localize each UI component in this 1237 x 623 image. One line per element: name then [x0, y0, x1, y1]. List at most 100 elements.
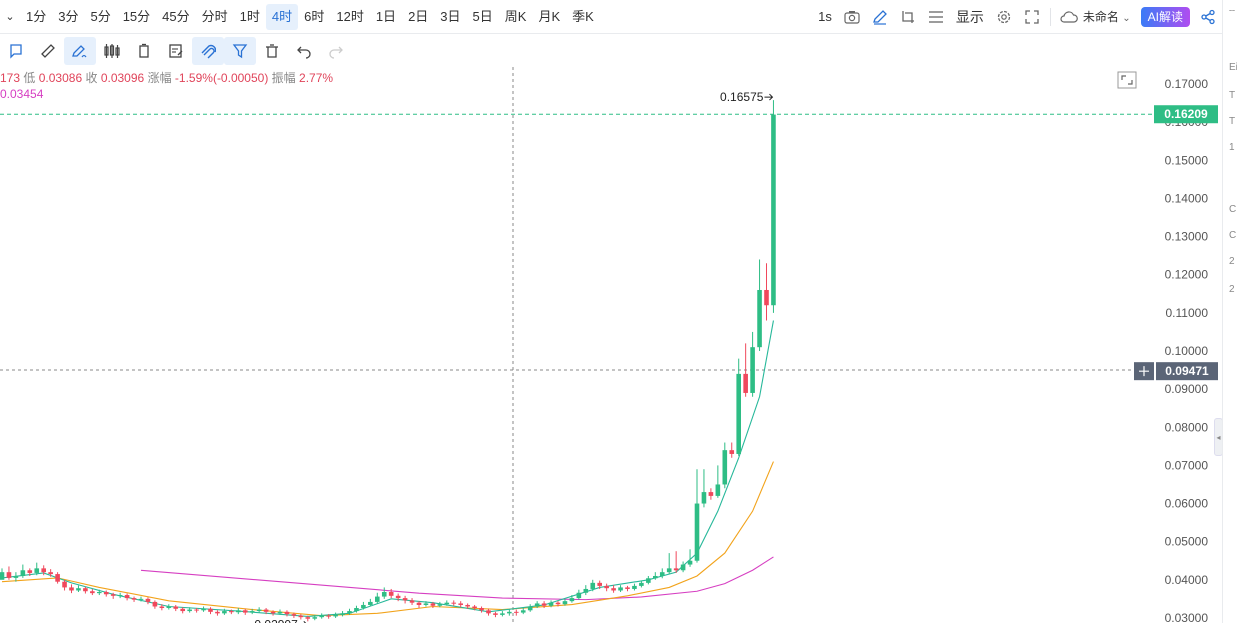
candle	[479, 606, 484, 613]
interval-button[interactable]: 2日	[408, 8, 429, 24]
candle	[562, 598, 568, 606]
interval-list: 1分 3分 5分 15分 45分 分时 1时 4时 6时 12时 1日 2日 3日 5日 周K 月K 季K	[20, 3, 600, 30]
undo-icon[interactable]	[288, 37, 320, 65]
speed-button[interactable]: 1s	[818, 9, 832, 24]
panel-char: T	[1229, 90, 1236, 101]
candle	[687, 549, 693, 567]
clipboard-icon[interactable]	[128, 37, 160, 65]
interval-button[interactable]: 45分	[162, 8, 190, 24]
divider	[1049, 8, 1051, 26]
candle	[41, 565, 46, 576]
candle	[555, 601, 561, 607]
candle	[69, 584, 74, 594]
interval-button[interactable]: 月K	[538, 8, 561, 24]
layout-name: 未命名	[1082, 10, 1119, 24]
gear-icon[interactable]	[990, 4, 1018, 30]
candle	[333, 612, 338, 618]
redo-icon[interactable]	[320, 37, 352, 65]
interval-button[interactable]: 15分	[122, 8, 151, 24]
expand-icon[interactable]	[1117, 71, 1137, 89]
interval-button[interactable]: 1日	[375, 8, 397, 24]
candle	[236, 608, 241, 615]
interval-button[interactable]: 3分	[58, 8, 79, 24]
price-tick-label: 0.14000	[1165, 191, 1209, 205]
chart-labels: 0.16209 0.09471 0.16575 0.02907	[254, 90, 1218, 623]
layout-name-dropdown[interactable]: 未命名 ⌄	[1083, 4, 1137, 30]
measure-tool-icon[interactable]	[0, 37, 32, 65]
interval-button[interactable]: 周K	[504, 8, 527, 24]
draw-pen-icon[interactable]	[64, 36, 96, 65]
pen-icon[interactable]	[866, 4, 894, 30]
ohlc-legend: 173 低 0.03086 收 0.03096 涨幅 -1.59%(-0.000…	[0, 69, 333, 86]
cloud-icon[interactable]	[1055, 4, 1083, 30]
candle	[20, 564, 26, 578]
note-icon[interactable]	[160, 37, 192, 65]
share-icon[interactable]	[1194, 4, 1222, 30]
candle	[590, 579, 596, 592]
candle	[340, 611, 345, 617]
candle	[486, 608, 491, 616]
candle	[541, 601, 547, 609]
camera-icon[interactable]	[838, 4, 866, 30]
price-tick-label: 0.12000	[1165, 268, 1209, 282]
candle	[736, 358, 741, 456]
candle	[416, 601, 422, 609]
magnet-icon[interactable]	[192, 36, 224, 65]
candlestick-icon[interactable]	[96, 37, 128, 65]
list-icon[interactable]	[922, 4, 950, 30]
crosshair-price-label: 0.09471	[1165, 364, 1209, 378]
candle	[277, 609, 283, 615]
interval-button[interactable]: 5日	[472, 8, 493, 24]
candle	[326, 614, 331, 619]
interval-button[interactable]: 1分	[26, 8, 47, 24]
max-price-label: 0.16575	[720, 90, 764, 104]
price-tick-label: 0.10000	[1165, 344, 1209, 358]
change-label: 涨幅	[147, 71, 172, 85]
candle	[305, 615, 311, 622]
candle	[159, 604, 165, 611]
candle	[117, 592, 123, 599]
display-button[interactable]: 显示	[955, 9, 984, 25]
candle	[152, 600, 158, 609]
crosshair	[0, 67, 1135, 623]
ma-mid-line	[1, 461, 774, 617]
candlestick-chart[interactable]: 0.170000.160000.150000.140000.130000.120…	[0, 67, 1222, 623]
candle	[291, 612, 297, 618]
interval-button[interactable]: 5分	[90, 8, 111, 24]
interval-button[interactable]: 6时	[304, 8, 325, 24]
ai-analysis-button[interactable]: AI解读	[1140, 7, 1190, 27]
interval-button[interactable]: 3日	[440, 8, 461, 24]
candle	[569, 595, 575, 603]
close-label: 收	[85, 71, 98, 85]
candle	[611, 585, 616, 593]
high-value: 173	[0, 71, 21, 85]
candle	[520, 608, 526, 615]
candle	[6, 566, 12, 580]
candle	[548, 600, 554, 608]
candle	[312, 614, 318, 621]
candle	[534, 601, 540, 609]
price-tick-label: 0.04000	[1165, 573, 1209, 587]
panel-char: Ei	[1229, 62, 1237, 73]
candle	[680, 561, 686, 573]
candle	[409, 598, 415, 605]
candle	[180, 607, 185, 614]
candles	[0, 100, 776, 622]
interval-button[interactable]: 分时	[201, 8, 228, 24]
crop-icon[interactable]	[894, 4, 922, 30]
toolbar-caret[interactable]: ⌄	[5, 11, 15, 23]
interval-button[interactable]: 1时	[239, 8, 260, 24]
candle	[229, 609, 234, 615]
ruler-icon[interactable]	[32, 37, 64, 65]
interval-button[interactable]: 4时	[265, 3, 299, 30]
trash-icon[interactable]	[256, 37, 288, 65]
price-tick-label: 0.09000	[1165, 382, 1209, 396]
interval-button[interactable]: 季K	[572, 8, 594, 24]
interval-button[interactable]: 12时	[336, 8, 364, 24]
candle	[423, 601, 429, 607]
ma-short-line	[1, 320, 774, 617]
candle	[715, 465, 721, 498]
fullscreen-icon[interactable]	[1018, 4, 1046, 30]
min-price-label: 0.02907	[254, 617, 298, 623]
filter-icon[interactable]	[224, 36, 256, 65]
